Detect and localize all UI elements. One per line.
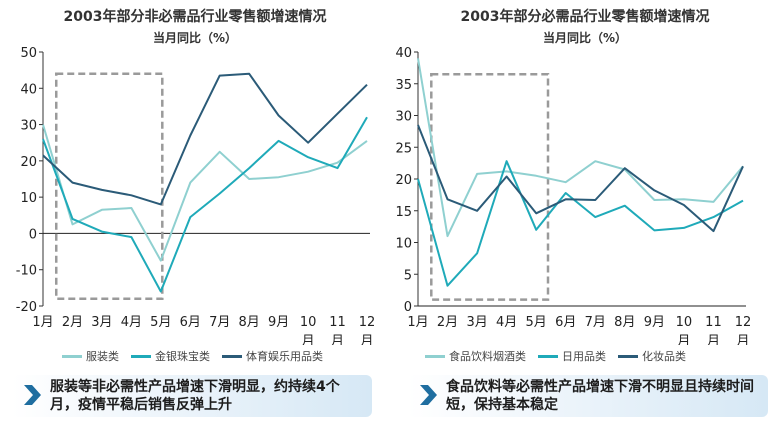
banner-text: 服装等非必需性产品增速下滑明显，约持续4个月，疫情平稳后销售反弹上升 [50, 379, 340, 413]
legend-swatch [618, 354, 638, 358]
legend-label: 化妆品类 [642, 350, 686, 363]
series-line-食品饮料烟酒类 [417, 58, 744, 238]
x-tick-label: 2月 [437, 315, 458, 330]
banner-text: 食品饮料等必需性产品增速下滑不明显且持续时间短，保持基本稳定 [446, 379, 754, 413]
x-tick-label: 5月 [150, 315, 171, 330]
right-chart-title: 2003年部分必需品行业零售额增速情况 [460, 9, 710, 25]
legend-swatch [425, 354, 445, 358]
x-tick-label: 8月 [614, 315, 635, 330]
x-tick-label: 10 月 [676, 315, 693, 345]
x-tick-label: 11 月 [329, 315, 346, 345]
legend-label: 服装类 [86, 350, 119, 363]
y-tick-label: 10 [20, 191, 37, 206]
x-tick-label: 1月 [32, 315, 53, 330]
x-tick-label: 10 月 [300, 315, 317, 345]
left-legend: 服装类 金银珠宝类 体育娱乐用品类 [62, 348, 323, 364]
y-tick-label: 35 [395, 78, 412, 93]
x-tick-label: 9月 [268, 315, 289, 330]
legend-item: 服装类 [62, 348, 119, 364]
left-chart-title: 2003年部分非必需品行业零售额增速情况 [63, 9, 327, 25]
series-line-日用品类 [417, 160, 744, 287]
arrow-right-icon [420, 385, 437, 405]
legend-swatch [131, 354, 151, 358]
right-legend: 食品饮料烟酒类 日用品类 化妆品类 [425, 348, 686, 364]
series-line-服装类 [42, 124, 368, 262]
x-tick-label: 1月 [407, 315, 428, 330]
x-tick-label: 5月 [526, 315, 547, 330]
x-tick-label: 12 月 [359, 315, 376, 345]
legend-swatch [62, 354, 82, 358]
highlight-dashed-box [430, 72, 550, 301]
legend-item: 金银珠宝类 [131, 348, 210, 364]
legend-swatch [538, 354, 558, 358]
y-tick-label: -10 [16, 264, 37, 279]
y-tick-label: 10 [395, 237, 412, 252]
y-tick-label: 50 [20, 46, 37, 61]
x-tick-label: 12 月 [735, 315, 752, 345]
y-tick-label: 30 [20, 119, 37, 134]
y-tick-label: 5 [404, 268, 412, 283]
y-tick-label: 0 [29, 227, 37, 242]
x-tick-label: 9月 [644, 315, 665, 330]
series-line-体育娱乐用品类 [42, 72, 368, 206]
right-conclusion-banner: 食品饮料等必需性产品增速下滑不明显且持续时间短，保持基本稳定 [408, 375, 768, 417]
y-tick-label: 0 [404, 300, 412, 315]
x-tick-label: 3月 [466, 315, 487, 330]
x-tick-label: 6月 [180, 315, 201, 330]
x-tick-label: 8月 [239, 315, 260, 330]
series-line-金银珠宝类 [42, 116, 368, 293]
legend-label: 体育娱乐用品类 [246, 350, 323, 363]
left-chart-subtitle: 当月同比（%） [152, 31, 238, 45]
legend-item: 体育娱乐用品类 [222, 348, 323, 364]
y-tick-label: 40 [20, 82, 37, 97]
y-tick-label: 40 [395, 46, 412, 61]
legend-item: 化妆品类 [618, 348, 686, 364]
legend-label: 食品饮料烟酒类 [449, 350, 526, 363]
right-line-chart: 0 5 10 15 20 25 30 35 40 1月 2月 3月 4月 5月 6月 7月 8月 9月 10 月 11 月… [395, 46, 752, 345]
y-tick-label: -20 [16, 300, 37, 315]
y-tick-label: 25 [395, 141, 412, 156]
y-tick-label: 30 [395, 110, 412, 125]
legend-item: 食品饮料烟酒类 [425, 348, 526, 364]
legend-label: 日用品类 [562, 350, 606, 363]
x-tick-label: 11 月 [705, 315, 722, 345]
legend-label: 金银珠宝类 [155, 350, 210, 363]
x-tick-label: 4月 [496, 315, 517, 330]
x-tick-label: 7月 [209, 315, 230, 330]
right-chart-subtitle: 当月同比（%） [542, 31, 628, 45]
x-tick-label: 2月 [62, 315, 83, 330]
x-tick-label: 6月 [555, 315, 576, 330]
x-tick-label: 3月 [91, 315, 112, 330]
y-tick-label: 15 [395, 205, 412, 220]
arrow-right-icon [24, 385, 41, 405]
legend-swatch [222, 354, 242, 358]
series-line-化妆品类 [417, 124, 744, 233]
left-line-chart: -20 -10 0 10 20 30 40 50 1月 2月 3月 4月 5月 6月 7月 8月 9月 10 月 11… [16, 46, 376, 345]
x-tick-label: 7月 [585, 315, 606, 330]
x-tick-label: 4月 [121, 315, 142, 330]
y-tick-label: 20 [20, 155, 37, 170]
legend-item: 日用品类 [538, 348, 606, 364]
left-conclusion-banner: 服装等非必需性产品增速下滑明显，约持续4个月，疫情平稳后销售反弹上升 [12, 375, 372, 417]
y-tick-label: 20 [395, 173, 412, 188]
